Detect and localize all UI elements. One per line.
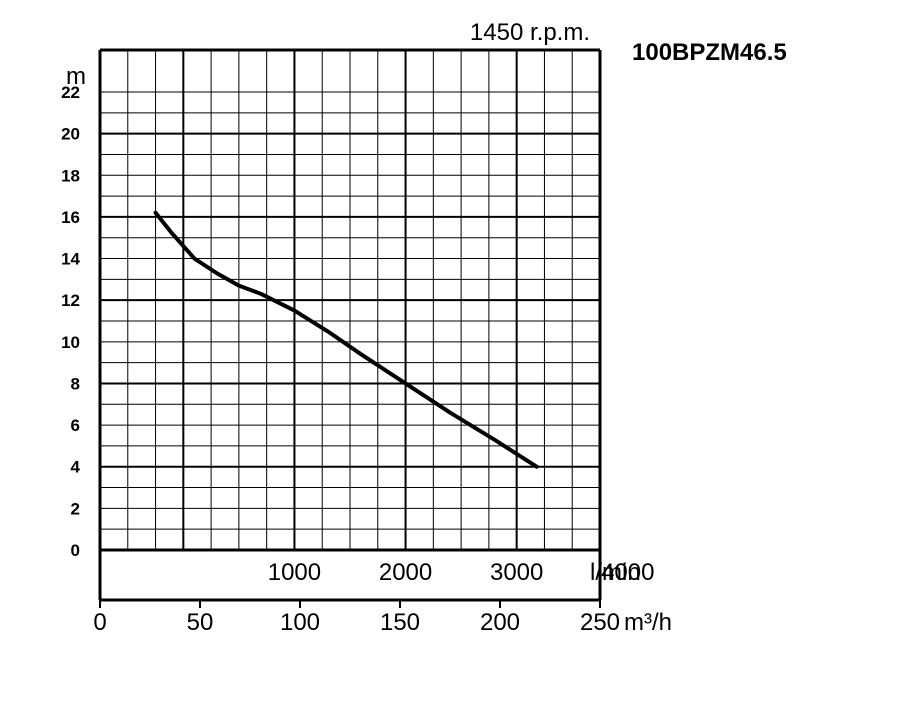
x-unit-secondary-label: m³/h (624, 609, 672, 636)
y-tick-label: 12 (61, 291, 80, 310)
x-unit-primary-label: l/min (590, 559, 641, 586)
y-tick-label: 4 (71, 458, 81, 477)
x-tick-label-lmin: 3000 (490, 559, 543, 586)
tick-layer: 0 2 4 6 8 10 12 14 16 18 20 22 1000 2000 3000 4000 0 50 10… (61, 83, 654, 636)
x-tick-label-m3h: 250 (580, 609, 620, 636)
label-layer: 1450 r.p.m. 100BPZM46.5 m l/min m³/h (66, 19, 787, 636)
y-tick-label: 20 (61, 125, 80, 144)
x-tick-label-lmin: 1000 (268, 559, 321, 586)
y-tick-label: 22 (61, 83, 80, 102)
series-layer (153, 210, 539, 469)
model-label: 100BPZM46.5 (632, 39, 787, 66)
x-tick-label-m3h: 150 (380, 609, 420, 636)
y-tick-label: 16 (61, 208, 80, 227)
x-tick-label-m3h: 100 (280, 609, 320, 636)
y-unit-label: m (66, 63, 86, 90)
y-tick-label: 0 (71, 541, 80, 560)
y-tick-label: 2 (71, 499, 80, 518)
y-tick-label: 14 (61, 250, 80, 269)
y-tick-label: 8 (71, 374, 80, 393)
head-curve-line (153, 210, 539, 469)
x-tick-label-lmin: 4000 (601, 559, 654, 586)
y-tick-label: 6 (71, 416, 80, 435)
y-tick-label: 18 (61, 166, 80, 185)
x-tick-label-m3h: 0 (93, 609, 106, 636)
x-tick-label-lmin: 2000 (379, 559, 432, 586)
frame-layer (98, 48, 602, 602)
y-tick-label: 10 (61, 333, 80, 352)
x-tick-label-m3h: 50 (187, 609, 214, 636)
grid-layer (100, 50, 600, 550)
x-tick-label-m3h: 200 (480, 609, 520, 636)
speed-label: 1450 r.p.m. (470, 19, 590, 46)
